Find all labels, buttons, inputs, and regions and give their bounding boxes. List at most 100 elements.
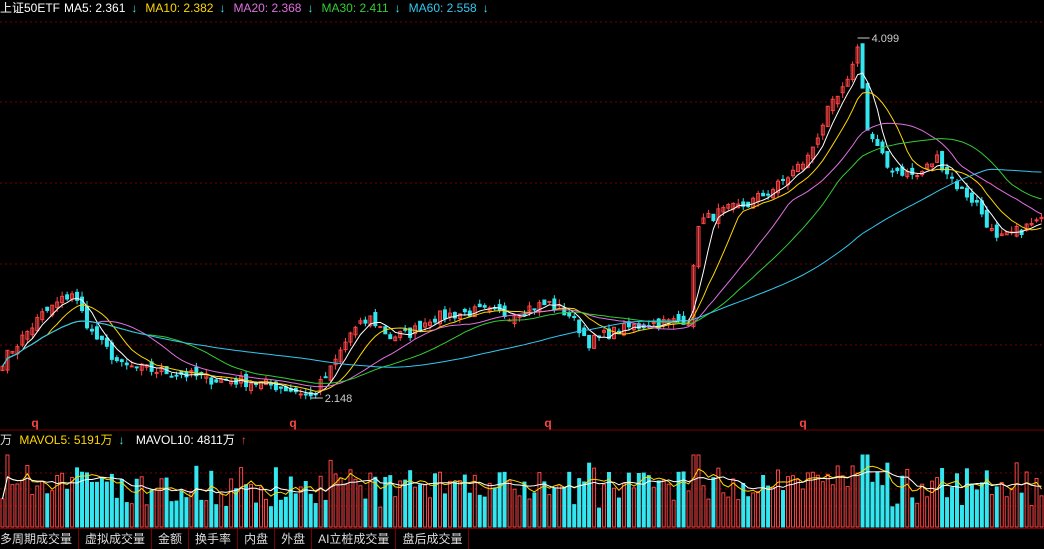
- candle: [1034, 219, 1039, 222]
- candle: [940, 151, 945, 171]
- tab-after-hours-volume[interactable]: 盘后成交量: [396, 529, 470, 549]
- candle: [721, 207, 726, 213]
- legend-ma10: MA10: 2.382 ↓: [145, 1, 226, 15]
- volume-bar: [825, 473, 830, 528]
- volume-bar: [850, 465, 855, 528]
- volume-bar: [288, 476, 293, 528]
- volume-bar: [1029, 505, 1034, 528]
- volume-bar: [756, 491, 761, 528]
- candle: [830, 98, 835, 112]
- volume-bar: [154, 489, 159, 528]
- candle: [835, 95, 840, 105]
- volume-bar: [552, 487, 557, 528]
- volume-bar: [785, 476, 790, 528]
- volume-bar: [602, 484, 607, 528]
- candle: [781, 179, 785, 182]
- volume-bar: [328, 459, 333, 528]
- volume-bar: [0, 498, 5, 528]
- volume-bar: [388, 475, 393, 528]
- volume-bar: [567, 471, 572, 528]
- volume-bar: [974, 489, 979, 528]
- candle: [592, 334, 597, 349]
- volume-bar: [308, 493, 313, 528]
- candle: [373, 312, 378, 327]
- volume-bar: [214, 504, 219, 528]
- volume-bar: [776, 469, 781, 528]
- volume-bar: [244, 484, 249, 528]
- volume-bar: [964, 468, 969, 528]
- candle: [1039, 216, 1044, 220]
- tab-turnover-rate[interactable]: 换手率: [189, 529, 239, 549]
- volume-bar: [408, 470, 413, 528]
- volume-bar: [273, 467, 278, 528]
- candle: [790, 169, 795, 177]
- candle: [994, 224, 999, 238]
- volume-bar: [89, 481, 94, 528]
- tab-ai-volume[interactable]: AI立桩成交量: [312, 529, 397, 549]
- volume-bar: [930, 480, 935, 528]
- volume-bar: [109, 473, 114, 528]
- tab-multi-period-volume[interactable]: 多周期成交量: [0, 529, 80, 549]
- candle: [795, 163, 800, 173]
- candle: [572, 315, 577, 318]
- tab-inner-volume[interactable]: 内盘: [238, 529, 276, 549]
- q-marker: q: [544, 416, 551, 430]
- volume-bar: [219, 493, 224, 528]
- volume-bar: [542, 481, 547, 528]
- tab-virtual-volume[interactable]: 虚拟成交量: [79, 529, 153, 549]
- candle: [94, 326, 99, 340]
- volume-bar: [691, 454, 696, 528]
- volume-bar: [532, 492, 537, 528]
- legend-title: 上证50ETF: [0, 1, 61, 15]
- candle: [656, 318, 661, 329]
- candle: [298, 393, 303, 396]
- volume-bar: [537, 472, 542, 528]
- ma60-line: [2, 168, 1042, 368]
- candle: [482, 305, 487, 308]
- candle: [477, 303, 482, 308]
- arrow-down-icon: ↓: [482, 1, 489, 15]
- volume-bar: [189, 491, 194, 528]
- volume-bar: [383, 477, 388, 528]
- candle: [1029, 223, 1034, 226]
- candle: [611, 326, 616, 340]
- candle: [532, 308, 537, 311]
- volume-bar: [597, 507, 602, 528]
- volume-bar: [870, 481, 875, 528]
- volume-bar: [1024, 471, 1029, 528]
- volume-bar: [686, 490, 691, 528]
- volume-bar: [984, 470, 989, 528]
- volume-bar: [900, 475, 905, 528]
- volume-bar: [353, 478, 358, 528]
- volume-unit: 万: [0, 433, 13, 447]
- volume-bar: [969, 483, 974, 528]
- candle: [1024, 223, 1029, 231]
- volume-bar: [303, 481, 308, 528]
- volume-bar: [711, 477, 716, 528]
- volume-bar: [139, 476, 144, 528]
- volume-bar: [169, 501, 174, 528]
- volume-bar: [517, 495, 522, 528]
- price-chart[interactable]: 4.099 2.148 q q q q: [0, 0, 1044, 528]
- high-label: 4.099: [872, 33, 900, 45]
- volume-bar: [1019, 492, 1024, 528]
- candle: [278, 386, 283, 389]
- volume-legend: 万 MAVOL5: 5191万 ↓ MAVOL10: 4811万 ↑: [0, 433, 255, 447]
- volume-bar: [979, 482, 984, 528]
- volume-bar: [646, 475, 651, 528]
- volume-bar: [268, 506, 273, 528]
- volume-bar: [805, 472, 810, 528]
- volume-bar: [5, 454, 10, 528]
- candle: [582, 327, 587, 336]
- ma5-line: [2, 72, 1042, 395]
- tab-amount[interactable]: 金额: [152, 529, 190, 549]
- candle: [457, 313, 462, 319]
- volume-bar: [393, 496, 398, 528]
- volume-bar: [99, 477, 104, 528]
- tab-outer-volume[interactable]: 外盘: [275, 529, 313, 549]
- candle: [393, 336, 398, 342]
- volume-bar: [925, 496, 930, 528]
- candle: [741, 201, 746, 207]
- candle: [925, 163, 930, 169]
- volume-bar: [945, 497, 950, 528]
